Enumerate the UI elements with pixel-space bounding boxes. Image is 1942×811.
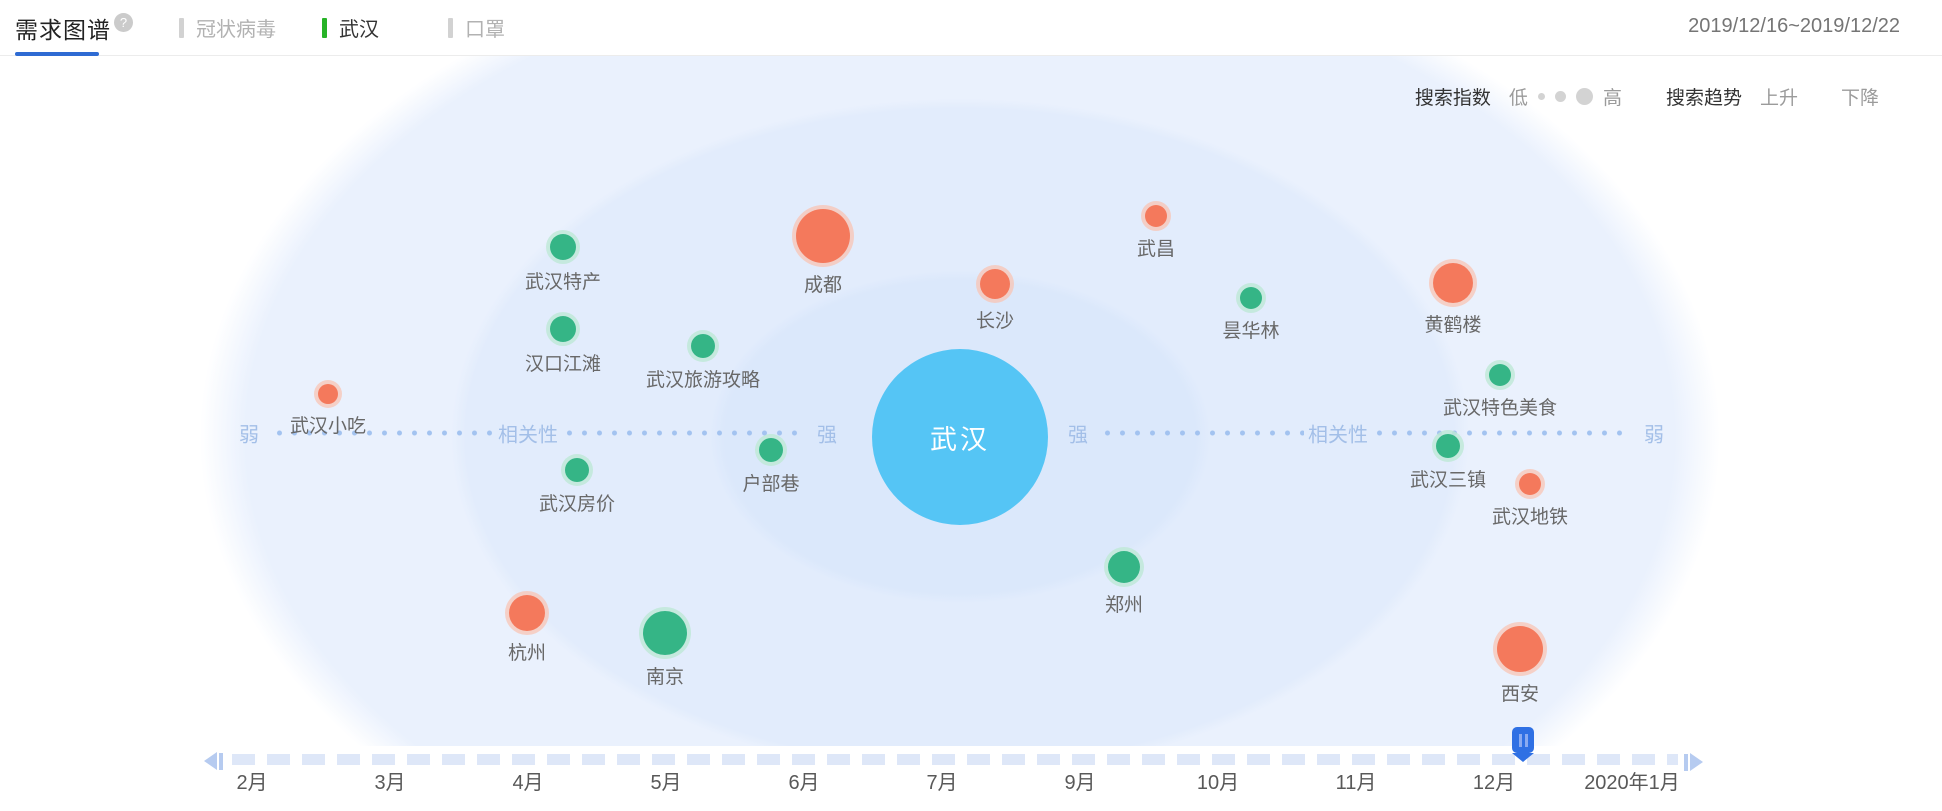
bubble[interactable] — [565, 458, 589, 482]
triangle-right-icon — [1690, 753, 1703, 771]
arrow-bar — [1684, 753, 1688, 771]
triangle-left-icon — [204, 752, 217, 770]
axis-strong-right: 强 — [1068, 424, 1088, 447]
arrow-bar — [219, 752, 223, 770]
bubble[interactable] — [550, 316, 576, 342]
bubble-label: 昙华林 — [1222, 321, 1280, 342]
axis-dotted-line — [562, 430, 806, 436]
bubble-label: 武汉地铁 — [1491, 507, 1569, 528]
falling-dot-icon — [1887, 89, 1902, 104]
axis-relevance-left: 相关性 — [498, 424, 558, 447]
timeline-month-label: 10月 — [1196, 772, 1240, 794]
timeline-month-label: 12月 — [1472, 772, 1516, 794]
bubble[interactable] — [1497, 626, 1543, 672]
tab-label: 武汉 — [339, 19, 379, 41]
center-term-label: 武汉 — [930, 424, 990, 455]
tab-marker — [448, 17, 453, 38]
bubble[interactable] — [1108, 551, 1140, 583]
search-trend-label: 搜索趋势 — [1665, 88, 1742, 109]
falling-label: 下降 — [1840, 88, 1879, 109]
active-section-underline — [15, 52, 99, 56]
bubble[interactable] — [1519, 473, 1541, 495]
center-term-bubble[interactable]: 武汉 — [872, 349, 1048, 525]
bubble-label: 武汉特产 — [524, 272, 602, 293]
axis-weak-right: 弱 — [1644, 424, 1664, 447]
low-label: 低 — [1508, 88, 1528, 109]
timeline-month-label: 4月 — [512, 772, 544, 794]
bubble-label: 西安 — [1500, 684, 1540, 705]
bubble[interactable] — [980, 269, 1010, 299]
axis-dotted-line — [1100, 430, 1304, 436]
bubble-label: 武昌 — [1136, 239, 1176, 260]
bubble[interactable] — [691, 334, 715, 358]
tab-wuhan[interactable]: 武汉 — [322, 13, 379, 42]
bubble[interactable] — [318, 384, 338, 404]
size-dot-small-icon — [1537, 93, 1545, 100]
timeline-month-label: 3月 — [374, 772, 406, 794]
bubble[interactable] — [1436, 434, 1460, 458]
tab-marker — [179, 17, 184, 38]
timeline-slider-handle[interactable] — [1512, 727, 1534, 762]
tab-mask[interactable]: 口罩 — [448, 13, 505, 42]
timeline-track[interactable] — [232, 754, 1678, 765]
search-index-label: 搜索指数 — [1414, 88, 1491, 109]
rising-label: 上升 — [1759, 88, 1798, 109]
timeline-month-label: 2020年1月 — [1584, 772, 1680, 794]
tab-marker-active — [322, 17, 327, 38]
help-icon[interactable]: ? — [114, 13, 133, 32]
bubble-label: 武汉小吃 — [289, 416, 367, 437]
bubble[interactable] — [509, 595, 545, 631]
timeline-prev-arrow-icon[interactable] — [204, 752, 225, 770]
high-label: 高 — [1602, 88, 1622, 109]
bubble-label: 汉口江滩 — [524, 354, 602, 375]
bubble-label: 杭州 — [507, 643, 547, 664]
timeline-month-label: 2月 — [236, 772, 268, 794]
axis-weak-left: 弱 — [239, 424, 259, 447]
rising-dot-icon — [1806, 89, 1821, 104]
bubble-label: 郑州 — [1104, 595, 1144, 616]
bubble-label: 武汉特色美食 — [1442, 398, 1558, 419]
timeline-month-label: 7月 — [926, 772, 958, 794]
timeline-month-label: 5月 — [650, 772, 682, 794]
size-dot-medium-icon — [1554, 91, 1566, 102]
bubble-label: 武汉房价 — [538, 494, 616, 515]
bubble-label: 武汉三镇 — [1409, 470, 1487, 491]
bubble-label: 长沙 — [975, 311, 1015, 332]
tab-label: 冠状病毒 — [196, 19, 276, 41]
timeline-month-label: 6月 — [788, 772, 820, 794]
timeline-next-arrow-icon[interactable] — [1682, 753, 1703, 771]
bubble[interactable] — [1433, 263, 1473, 303]
date-range: 2019/12/16~2019/12/22 — [1688, 15, 1900, 37]
bubble[interactable] — [1240, 287, 1262, 309]
axis-relevance-right: 相关性 — [1308, 424, 1368, 447]
bubble-label: 户部巷 — [742, 474, 800, 495]
header: 需求图谱 ? 冠状病毒 武汉 口罩 2019/12/16~2019/12/22 — [0, 0, 1942, 56]
bubble[interactable] — [759, 438, 783, 462]
bubble-label: 成都 — [803, 275, 843, 296]
bubble-label: 南京 — [645, 667, 685, 688]
tab-coronavirus[interactable]: 冠状病毒 — [179, 13, 276, 42]
axis-strong-left: 强 — [817, 424, 837, 447]
bubble[interactable] — [643, 611, 687, 655]
bubble-label: 武汉旅游攻略 — [645, 370, 761, 391]
axis-dotted-line — [272, 430, 496, 436]
tab-label: 口罩 — [465, 19, 505, 41]
timeline-month-label: 11月 — [1335, 772, 1377, 794]
page-title: 需求图谱 — [15, 17, 111, 43]
legend: 搜索指数 低 高 搜索趋势 上升 下降 — [1415, 83, 1902, 110]
bubble[interactable] — [796, 209, 850, 263]
bubble-label: 黄鹤楼 — [1424, 315, 1482, 336]
slider-pin-icon — [1512, 727, 1534, 753]
timeline-month-label: 9月 — [1064, 772, 1096, 794]
bubble[interactable] — [1489, 364, 1511, 386]
slider-pin-tip — [1512, 753, 1534, 762]
bubble[interactable] — [1145, 205, 1167, 227]
axis-dotted-line — [1372, 430, 1630, 436]
size-dot-large-icon — [1575, 88, 1593, 105]
bubble[interactable] — [550, 234, 576, 260]
